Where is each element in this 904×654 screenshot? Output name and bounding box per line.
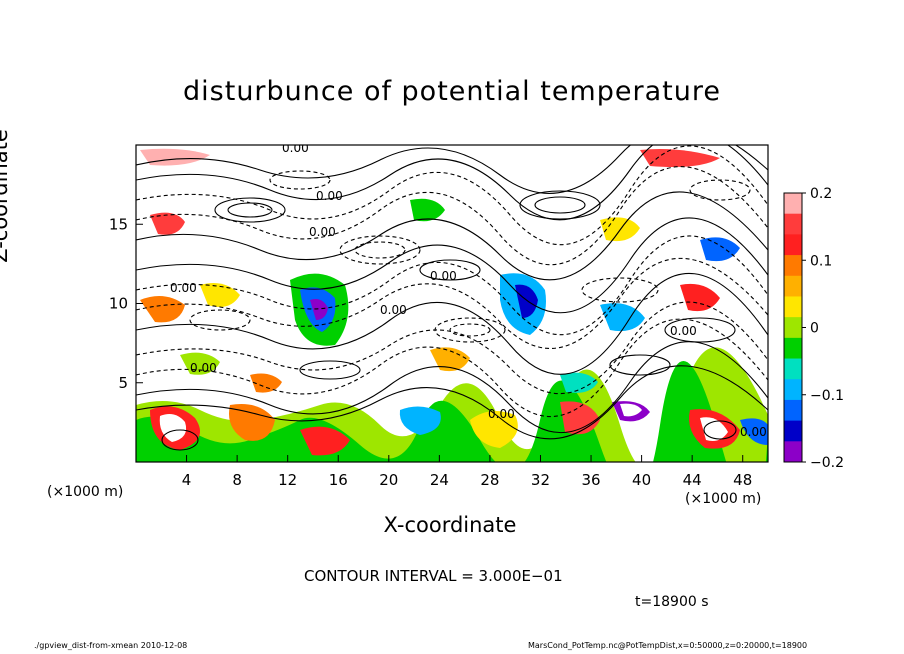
colorbar-swatch bbox=[784, 193, 802, 215]
colorbar-tick-label: 0.1 bbox=[810, 253, 832, 269]
y-tick-label: 15 bbox=[109, 215, 128, 233]
contour-value-labels: 0.00 0.00 0.00 0.00 0.00 0.00 0.00 0.00 … bbox=[170, 141, 767, 439]
colorbar-swatch bbox=[784, 399, 802, 422]
chart-title: disturbunce of potential temperature bbox=[183, 76, 721, 107]
colorbar-tick-label: 0.2 bbox=[810, 186, 832, 202]
colorbar-swatch bbox=[784, 317, 802, 339]
colorbar-swatch bbox=[784, 213, 802, 235]
x-tick-label: 24 bbox=[430, 471, 449, 489]
colored-band-low bbox=[136, 347, 768, 462]
x-tick-label: 32 bbox=[531, 471, 550, 489]
colorbar-swatch bbox=[784, 337, 802, 360]
colorbar-swatch bbox=[784, 420, 802, 442]
x-tick-label: 40 bbox=[632, 471, 651, 489]
colorbar-swatch bbox=[784, 296, 802, 318]
footer-data-source: MarsCond_PotTemp.nc@PotTempDist,x=0:5000… bbox=[528, 641, 808, 650]
contour-label: 0.00 bbox=[170, 281, 197, 295]
colorbar-swatch bbox=[784, 358, 802, 380]
contour-label: 0.00 bbox=[740, 425, 767, 439]
x-axis-label: X-coordinate bbox=[383, 513, 517, 537]
colorbar-tick-label: 0 bbox=[810, 321, 819, 337]
colored-patches-mid bbox=[140, 148, 740, 393]
contour-label: 0.00 bbox=[670, 324, 697, 338]
x-tick-label: 20 bbox=[379, 471, 398, 489]
time-label: t=18900 s bbox=[635, 594, 709, 610]
y-tick-label: 10 bbox=[109, 295, 128, 313]
x-tick-label: 8 bbox=[232, 471, 242, 489]
contour-label: 0.00 bbox=[380, 303, 407, 317]
x-axis-unit-right: (×1000 m) bbox=[685, 491, 762, 507]
contour-label: 0.00 bbox=[190, 361, 217, 375]
colorbar-swatch bbox=[784, 275, 802, 297]
contour-label: 0.00 bbox=[488, 407, 515, 421]
colorbar-swatch bbox=[784, 255, 802, 277]
plot-area: 0.00 0.00 0.00 0.00 0.00 0.00 0.00 0.00 … bbox=[136, 141, 768, 462]
colorbar-swatch bbox=[784, 379, 802, 401]
y-axis-label: Z-coordinate bbox=[0, 129, 12, 263]
y-tick-label: 5 bbox=[118, 374, 128, 392]
contour-label: 0.00 bbox=[316, 189, 343, 203]
contour-interval-text: CONTOUR INTERVAL = 3.000E−01 bbox=[304, 567, 563, 585]
y-axis-ticks: 5 10 15 bbox=[109, 215, 143, 392]
x-tick-label: 16 bbox=[329, 471, 348, 489]
x-tick-label: 44 bbox=[683, 471, 702, 489]
x-tick-label: 48 bbox=[733, 471, 752, 489]
x-axis-ticks: 4 8 12 16 20 24 28 32 36 40 44 48 bbox=[182, 455, 752, 489]
x-tick-label: 12 bbox=[278, 471, 297, 489]
x-tick-label: 36 bbox=[581, 471, 600, 489]
contour-label: 0.00 bbox=[282, 141, 309, 155]
colorbar-swatch bbox=[784, 441, 802, 463]
x-tick-label: 28 bbox=[480, 471, 499, 489]
colorbar: 0.2 0.1 0 −0.1 −0.2 bbox=[783, 186, 844, 471]
contour-label: 0.00 bbox=[430, 269, 457, 283]
footer-script-name: ./gpview_dist-from-xmean 2010-12-08 bbox=[34, 641, 188, 650]
contour-label: 0.00 bbox=[309, 225, 336, 239]
x-tick-label: 4 bbox=[182, 471, 192, 489]
colorbar-tick-label: −0.2 bbox=[810, 455, 844, 471]
colorbar-tick-label: −0.1 bbox=[810, 388, 844, 404]
contour-lines-positive bbox=[136, 145, 768, 451]
colorbar-swatch bbox=[784, 234, 802, 256]
contour-lines-negative bbox=[136, 145, 768, 418]
x-axis-unit-left: (×1000 m) bbox=[47, 484, 124, 500]
